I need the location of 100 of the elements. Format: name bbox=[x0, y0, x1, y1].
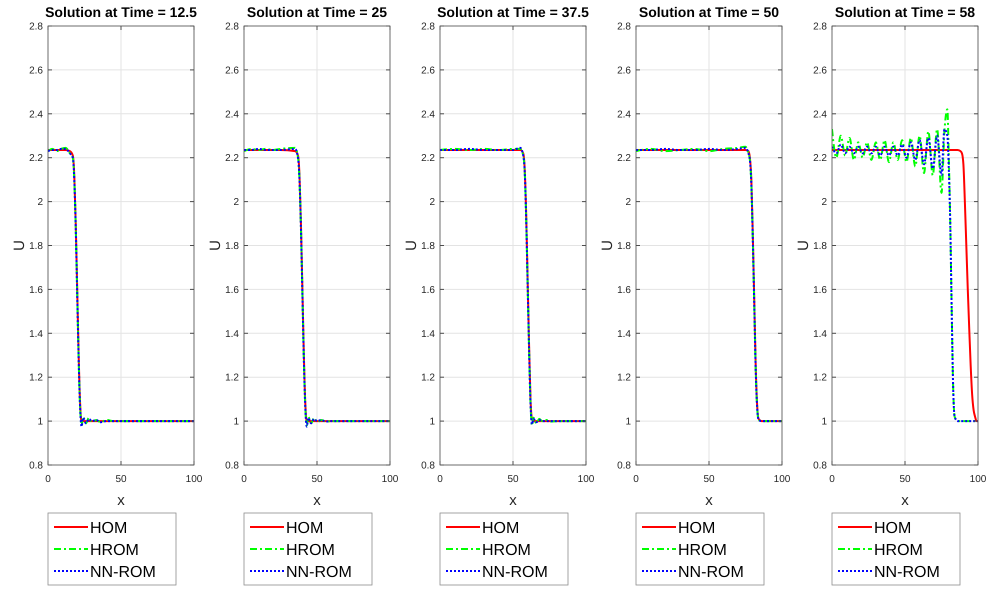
y-axis-title: U bbox=[599, 240, 616, 251]
legend-label: HOM bbox=[874, 520, 912, 537]
y-tick-label: 1 bbox=[429, 416, 436, 428]
x-tick-label: 50 bbox=[703, 474, 715, 485]
y-tick-label: 2.4 bbox=[225, 109, 240, 120]
y-tick-label: 1 bbox=[821, 416, 828, 428]
y-tick-label: 1 bbox=[37, 416, 44, 428]
legend-label: HROM bbox=[482, 542, 531, 559]
y-tick-label: 2 bbox=[233, 197, 240, 208]
x-tick-label: 100 bbox=[578, 474, 595, 485]
legend-label: HROM bbox=[678, 542, 727, 559]
y-tick-label: 1.4 bbox=[617, 328, 632, 340]
y-tick-label: 0.8 bbox=[29, 460, 44, 472]
chart-title: Solution at Time = 12.5 bbox=[45, 4, 198, 20]
y-tick-label: 2.2 bbox=[225, 153, 240, 164]
y-tick-label: 2.2 bbox=[29, 153, 44, 164]
x-tick-label: 50 bbox=[311, 474, 323, 485]
y-tick-label: 1.6 bbox=[29, 284, 44, 296]
y-tick-label: 0.8 bbox=[617, 460, 632, 472]
legend-label: NN-ROM bbox=[678, 564, 744, 581]
legend-label: NN-ROM bbox=[482, 564, 548, 581]
legend-label: HOM bbox=[482, 520, 520, 537]
y-tick-label: 1.6 bbox=[421, 284, 436, 296]
y-tick-label: 2 bbox=[625, 197, 632, 208]
x-tick-label: 50 bbox=[899, 474, 911, 485]
x-axis-title: x bbox=[313, 492, 322, 509]
x-axis-title: x bbox=[705, 492, 714, 509]
y-tick-label: 1.2 bbox=[617, 372, 632, 384]
y-tick-label: 1.2 bbox=[225, 372, 240, 384]
x-tick-label: 0 bbox=[829, 474, 836, 485]
y-tick-label: 1.4 bbox=[29, 328, 44, 340]
x-axis-title: x bbox=[509, 492, 518, 509]
legend-label: HOM bbox=[286, 520, 324, 537]
y-tick-label: 2.4 bbox=[617, 109, 632, 120]
y-tick-label: 1.6 bbox=[225, 284, 240, 296]
y-tick-label: 1.6 bbox=[617, 284, 632, 296]
y-tick-label: 1.2 bbox=[813, 372, 828, 384]
x-axis-title: x bbox=[901, 492, 910, 509]
legend-label: HROM bbox=[286, 542, 335, 559]
x-tick-label: 0 bbox=[437, 474, 444, 485]
y-tick-label: 2.6 bbox=[29, 65, 44, 76]
x-axis-title: x bbox=[117, 492, 126, 509]
y-tick-label: 2.2 bbox=[421, 153, 436, 164]
y-tick-label: 2.6 bbox=[813, 65, 828, 76]
y-tick-label: 0.8 bbox=[225, 460, 240, 472]
x-tick-label: 100 bbox=[774, 474, 791, 485]
y-tick-label: 2.8 bbox=[225, 22, 240, 32]
y-tick-label: 2.2 bbox=[813, 153, 828, 164]
x-tick-label: 0 bbox=[45, 474, 52, 485]
y-tick-label: 1.8 bbox=[421, 241, 436, 252]
chart-title: Solution at Time = 37.5 bbox=[437, 4, 590, 20]
y-axis-title: U bbox=[403, 240, 420, 251]
y-axis-title: U bbox=[795, 240, 812, 251]
y-tick-label: 2.4 bbox=[29, 109, 44, 120]
legend-label: HROM bbox=[90, 542, 139, 559]
y-axis-title: U bbox=[11, 240, 28, 251]
y-tick-label: 2 bbox=[429, 197, 436, 208]
y-tick-label: 1.4 bbox=[225, 328, 240, 340]
y-tick-label: 2.8 bbox=[813, 22, 828, 32]
y-tick-label: 2.2 bbox=[617, 153, 632, 164]
y-tick-label: 0.8 bbox=[421, 460, 436, 472]
y-axis-title: U bbox=[207, 240, 224, 251]
y-tick-label: 1.8 bbox=[29, 241, 44, 252]
y-tick-label: 1.2 bbox=[29, 372, 44, 384]
y-tick-label: 1.2 bbox=[421, 372, 436, 384]
y-tick-label: 2.4 bbox=[421, 109, 436, 120]
y-tick-label: 2.6 bbox=[225, 65, 240, 76]
y-tick-label: 1 bbox=[233, 416, 240, 428]
y-tick-label: 2.6 bbox=[617, 65, 632, 76]
y-tick-label: 1.6 bbox=[813, 284, 828, 296]
y-tick-label: 2 bbox=[37, 197, 44, 208]
y-tick-label: 2.4 bbox=[813, 109, 828, 120]
x-tick-label: 100 bbox=[382, 474, 399, 485]
y-tick-label: 2.8 bbox=[617, 22, 632, 32]
y-tick-label: 0.8 bbox=[813, 460, 828, 472]
y-tick-label: 2.8 bbox=[421, 22, 436, 32]
x-tick-label: 50 bbox=[115, 474, 127, 485]
x-tick-label: 0 bbox=[241, 474, 248, 485]
y-tick-label: 1.8 bbox=[617, 241, 632, 252]
y-tick-label: 2.8 bbox=[29, 22, 44, 32]
chart-title: Solution at Time = 25 bbox=[246, 4, 388, 20]
y-tick-label: 1.4 bbox=[813, 328, 828, 340]
y-tick-label: 2.6 bbox=[421, 65, 436, 76]
x-tick-label: 100 bbox=[186, 474, 203, 485]
y-tick-label: 1.8 bbox=[225, 241, 240, 252]
y-tick-label: 1.8 bbox=[813, 241, 828, 252]
legend-label: HROM bbox=[874, 542, 923, 559]
y-tick-label: 1.4 bbox=[421, 328, 436, 340]
legend-label: HOM bbox=[90, 520, 128, 537]
chart-title: Solution at Time = 50 bbox=[638, 4, 780, 20]
legend-label: NN-ROM bbox=[90, 564, 156, 581]
legend-label: NN-ROM bbox=[874, 564, 940, 581]
legend-label: HOM bbox=[678, 520, 716, 537]
legend-label: NN-ROM bbox=[286, 564, 352, 581]
y-tick-label: 1 bbox=[625, 416, 632, 428]
x-tick-label: 0 bbox=[633, 474, 640, 485]
chart-title: Solution at Time = 58 bbox=[834, 4, 976, 20]
y-tick-label: 2 bbox=[821, 197, 828, 208]
x-tick-label: 100 bbox=[970, 474, 987, 485]
x-tick-label: 50 bbox=[507, 474, 519, 485]
